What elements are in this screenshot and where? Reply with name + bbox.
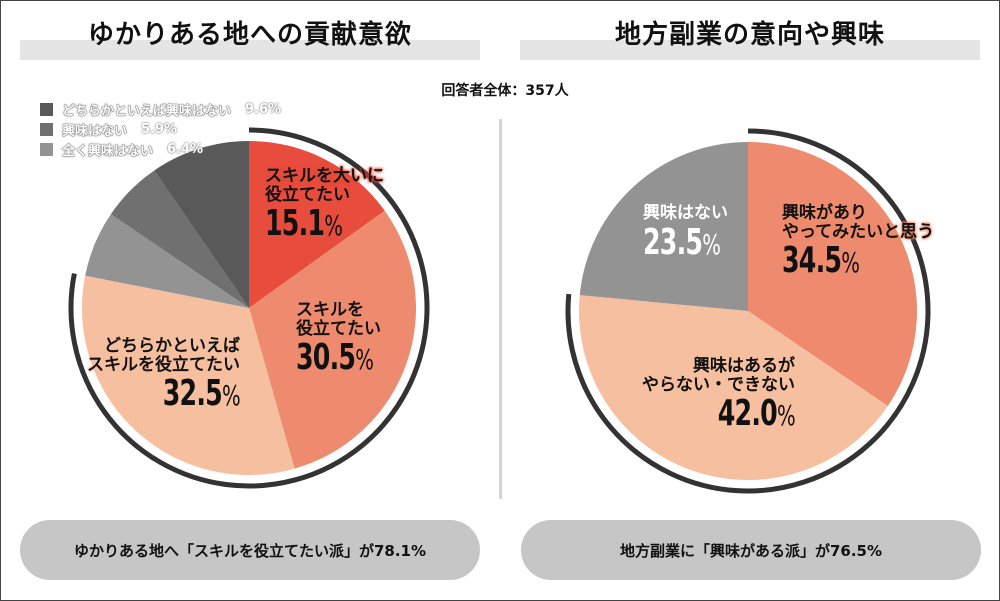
slice-value-number: 15.1	[265, 203, 325, 245]
left-pie-slice-2	[82, 275, 295, 475]
left-slice-label-32: どちらかといえば スキルを役立てたい 32.5%	[55, 336, 241, 415]
slice-value-unit: %	[222, 379, 241, 413]
left-pie-slice-3	[85, 214, 249, 308]
slice-value: 34.5%	[782, 240, 860, 282]
right-summary-pill: 地方副業に「興味がある派」が76.5%	[521, 520, 981, 580]
right-slice-label-23: 興味はない 23.5%	[643, 204, 742, 262]
slice-label-line: 役立てたい	[265, 184, 350, 205]
slice-value-unit: %	[324, 209, 343, 243]
slice-value-number: 23.5	[643, 221, 703, 263]
legend-item: 全く興味はない 6.4%	[40, 139, 281, 159]
legend-label: 全く興味はない	[62, 143, 154, 159]
respondent-count: 回答者全体：357人	[441, 83, 569, 99]
right-slice-label-42: 興味はあるが やらない・できない 42.0%	[600, 356, 796, 435]
slice-value: 32.5%	[162, 373, 241, 415]
slice-label-line: やってみたいと思う	[782, 221, 935, 242]
left-pie-slice-0	[249, 141, 385, 308]
right-slice-label-34: 興味があり やってみたいと思う 34.5%	[782, 204, 934, 281]
slice-value: 42.0%	[717, 393, 796, 435]
left-legend: どちらかといえば興味はない 9.6% 興味はない 5.9% 全く興味はない 6.…	[40, 99, 281, 159]
left-chart-title: ゆかりある地への貢献意欲	[87, 20, 412, 50]
slice-label-line: スキルを	[296, 300, 364, 320]
left-pie-highlight-arc	[68, 127, 430, 489]
slice-value: 15.1%	[265, 203, 343, 245]
left-slice-label-15: スキルを大いに 役立てたい 15.1%	[265, 167, 384, 244]
legend-value: 6.4%	[167, 141, 204, 157]
slice-value-number: 30.5	[296, 337, 356, 379]
left-pie-slice-4	[110, 170, 250, 308]
legend-swatch	[40, 142, 53, 156]
legend-label: どちらかといえば興味はない	[62, 103, 232, 119]
left-pie-slice-5	[154, 141, 249, 308]
slice-label-line: 役立てたい	[296, 318, 381, 339]
slice-value: 23.5%	[643, 221, 721, 263]
slice-value: 30.5%	[296, 337, 374, 379]
slice-value-number: 32.5	[162, 373, 223, 415]
right-pie	[565, 128, 931, 494]
slice-label-line: スキルを役立てたい	[87, 354, 240, 375]
slice-value-unit: %	[777, 399, 796, 433]
legend-item: どちらかといえば興味はない 9.6%	[40, 99, 281, 119]
right-chart-title: 地方副業の意向や興味	[614, 20, 885, 50]
slice-value-unit: %	[702, 227, 721, 261]
slice-value-unit: %	[355, 343, 374, 377]
legend-label: 興味はない	[62, 123, 128, 139]
slice-label-line: 興味はあるが	[693, 356, 795, 376]
left-summary-pill: ゆかりある地へ「スキルを役立てたい派」が78.1%	[20, 520, 480, 580]
slice-value-number: 34.5	[782, 240, 842, 282]
right-title-band	[520, 40, 980, 60]
legend-value: 9.6%	[245, 101, 282, 117]
right-pie-slice-1	[578, 295, 888, 481]
slice-value-unit: %	[841, 246, 860, 280]
divider	[499, 119, 502, 499]
slice-label-line: スキルを大いに	[265, 166, 384, 186]
left-slice-label-30: スキルを 役立てたい 30.5%	[296, 301, 395, 378]
slice-label-line: どちらかといえば	[104, 336, 240, 356]
left-pie-slice-1	[249, 210, 417, 469]
left-title-band	[20, 40, 480, 60]
slice-label-line: 興味はない	[643, 203, 728, 223]
legend-swatch	[40, 102, 53, 116]
left-pie	[68, 127, 430, 489]
slice-value-number: 42.0	[717, 393, 778, 435]
right-pie-slice-2	[579, 142, 748, 311]
slice-label-line: 興味があり	[782, 203, 867, 223]
legend-swatch	[40, 122, 53, 136]
legend-item: 興味はない 5.9%	[40, 119, 281, 139]
legend-value: 5.9%	[141, 121, 178, 137]
slice-label-line: やらない・できない	[642, 374, 795, 395]
right-pie-highlight-arc	[565, 128, 931, 494]
right-pie-slice-0	[748, 142, 917, 406]
